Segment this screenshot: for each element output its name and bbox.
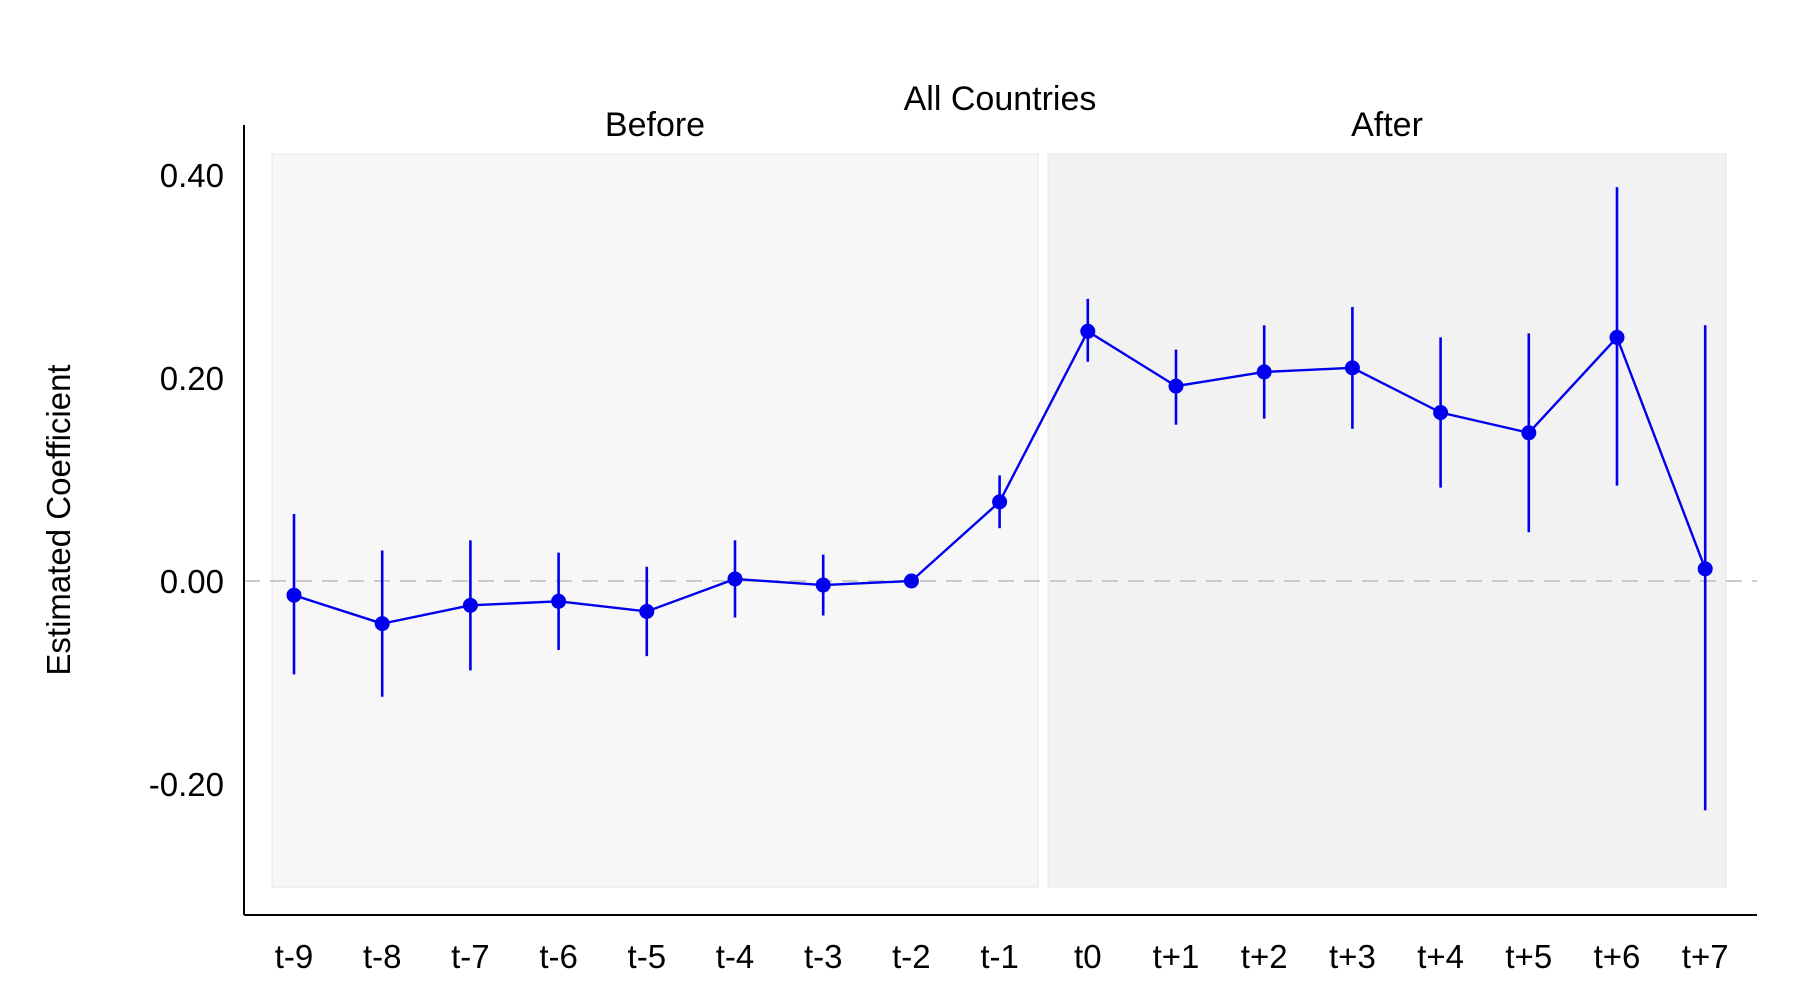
- data-point-t-8: [374, 616, 390, 632]
- data-point-t-9: [286, 587, 302, 603]
- x-tick-label: t+5: [1505, 938, 1552, 975]
- x-tick-label: t-3: [804, 938, 843, 975]
- x-tick-label: t-1: [980, 938, 1019, 975]
- x-tick-label: t-7: [451, 938, 490, 975]
- x-tick-label: t+6: [1594, 938, 1641, 975]
- data-point-t-7: [462, 597, 478, 613]
- y-tick-label: 0.40: [160, 157, 224, 194]
- x-tick-label: t-8: [363, 938, 402, 975]
- data-point-t+6: [1609, 329, 1625, 345]
- y-tick-label: 0.20: [160, 360, 224, 397]
- shaded-regions: [271, 153, 1727, 888]
- data-point-t+5: [1521, 425, 1537, 441]
- data-point-t+7: [1697, 561, 1713, 577]
- series-layer: [286, 187, 1713, 811]
- data-point-t+1: [1168, 378, 1184, 394]
- x-tick-label: t-9: [275, 938, 314, 975]
- y-tick-label: 0.00: [160, 563, 224, 600]
- data-point-t-4: [727, 571, 743, 587]
- data-point-t0: [1080, 323, 1096, 339]
- data-point-t-1: [992, 494, 1008, 510]
- y-tick-label: -0.20: [149, 766, 224, 803]
- x-tick-label: t-2: [892, 938, 931, 975]
- data-point-t-5: [639, 603, 655, 619]
- y-axis-label: Estimated Coefficient: [40, 364, 77, 675]
- x-tick-label: t+4: [1417, 938, 1464, 975]
- x-tick-label: t+2: [1241, 938, 1288, 975]
- data-point-t-3: [815, 577, 831, 593]
- x-tick-label: t+7: [1682, 938, 1729, 975]
- data-point-t+2: [1256, 364, 1272, 380]
- region-after: [1047, 153, 1727, 888]
- x-tick-label: t-5: [628, 938, 667, 975]
- x-tick-label: t+1: [1153, 938, 1200, 975]
- x-tick-label: t0: [1074, 938, 1102, 975]
- x-tick-label: t-4: [716, 938, 755, 975]
- x-tick-label: t+3: [1329, 938, 1376, 975]
- data-point-t-6: [551, 593, 567, 609]
- data-point-t+4: [1433, 405, 1449, 421]
- data-point-t+3: [1344, 360, 1360, 376]
- chart-title: All Countries: [904, 80, 1097, 118]
- region-label-before: Before: [605, 106, 705, 144]
- x-tick-label: t-6: [539, 938, 578, 975]
- data-point-t-2: [903, 573, 919, 589]
- region-before: [271, 153, 1039, 888]
- region-label-after: After: [1351, 106, 1423, 144]
- labels-layer: Before After: [605, 106, 1423, 144]
- axes: -0.20 0.00 0.20 0.40 t-9 t-8 t-7 t-6 t-5 t-4 t-3 t-…: [149, 125, 1757, 975]
